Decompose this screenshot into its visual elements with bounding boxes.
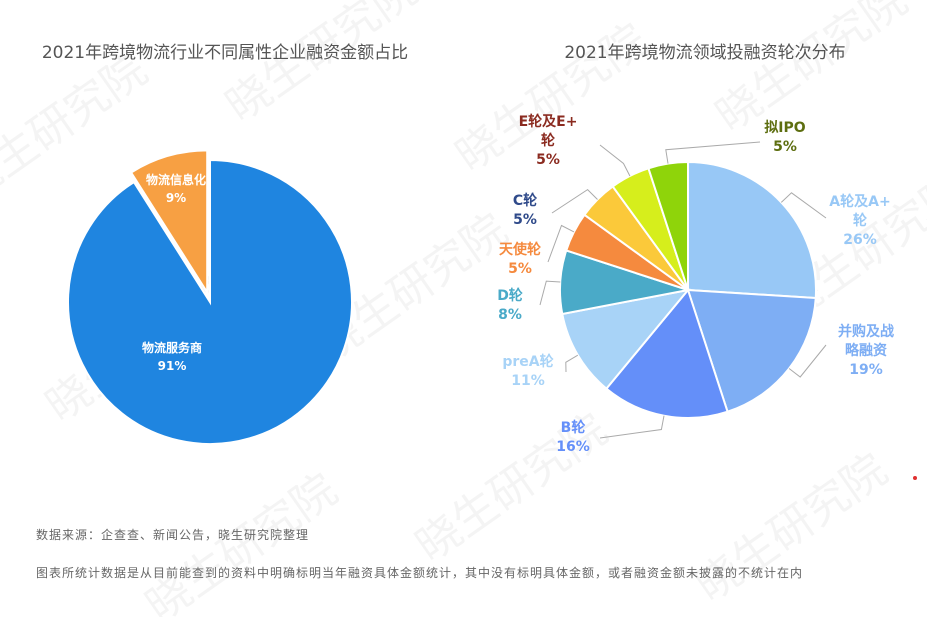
- left-slice-name-label: 物流服务商: [142, 340, 202, 355]
- right-slice-name-label: B轮: [561, 419, 586, 436]
- right-slice-name-label: E轮及E+: [519, 113, 578, 130]
- left-pie-slice-1: [129, 149, 209, 296]
- data-source-note: 数据来源：企查查、新闻公告，晓生研究院整理: [36, 528, 310, 542]
- right-slice-name-label: C轮: [513, 192, 537, 209]
- right-leader-line: [547, 224, 575, 263]
- left-slice-value-label: 9%: [166, 191, 186, 205]
- right-slice-value-label: 19%: [849, 362, 883, 378]
- right-pie-slice-1: [686, 288, 817, 414]
- right-leader-line: [551, 188, 598, 214]
- right-pie-slice-0: [687, 160, 817, 300]
- right-slice-name-label: D轮: [497, 287, 523, 304]
- right-slice-value-label: 5%: [773, 139, 797, 155]
- left-slice-name-label: 物流信息化: [146, 172, 206, 187]
- right-leader-line: [780, 192, 827, 219]
- right-leader-line: [788, 344, 827, 378]
- right-slice-name-label: 拟IPO: [764, 119, 805, 136]
- right-slice-name-label: A轮及A+: [829, 193, 890, 210]
- right-pie-slice-3: [561, 288, 691, 391]
- right-slice-value-label: 11%: [511, 373, 545, 389]
- right-chart-title: 2021年跨境物流领域投融资轮次分布: [564, 43, 846, 63]
- right-leader-line: [539, 280, 561, 306]
- right-slice-name-label: 略融资: [845, 342, 887, 359]
- watermark-text: 晓生研究院: [707, 0, 916, 142]
- right-slice-name-label: 天使轮: [499, 241, 541, 258]
- right-slice-name-label: preA轮: [502, 353, 553, 370]
- right-slice-value-label: 5%: [513, 212, 537, 228]
- right-leader-line: [565, 354, 579, 373]
- right-slice-value-label: 5%: [508, 261, 532, 277]
- right-slice-name-label: 轮: [853, 212, 867, 229]
- right-slice-value-label: 5%: [536, 152, 560, 168]
- right-leader-line: [599, 415, 665, 439]
- left-pie-slice-0: [67, 158, 353, 445]
- right-slice-value-label: 16%: [556, 439, 590, 455]
- right-pie-slice-8: [647, 160, 689, 291]
- right-slice-value-label: 26%: [843, 232, 877, 248]
- left-pie-chart: 物流服务商 91% 物流信息化 9%: [67, 149, 353, 445]
- left-chart-title: 2021年跨境物流行业不同属性企业融资金额占比: [41, 43, 409, 63]
- right-slice-name-label: 轮: [541, 132, 555, 149]
- statistics-note: 图表所统计数据是从目前能查到的资料中明确标明当年融资具体金额统计，其中没有标明具…: [36, 566, 804, 580]
- right-slice-name-label: 并购及战: [838, 323, 894, 340]
- right-leader-line: [599, 144, 631, 177]
- red-dot: [913, 476, 917, 480]
- right-leader-line: [665, 141, 761, 164]
- right-slice-value-label: 8%: [498, 307, 522, 323]
- watermark-text: 晓生研究院: [217, 0, 426, 132]
- left-slice-value-label: 91%: [158, 359, 187, 373]
